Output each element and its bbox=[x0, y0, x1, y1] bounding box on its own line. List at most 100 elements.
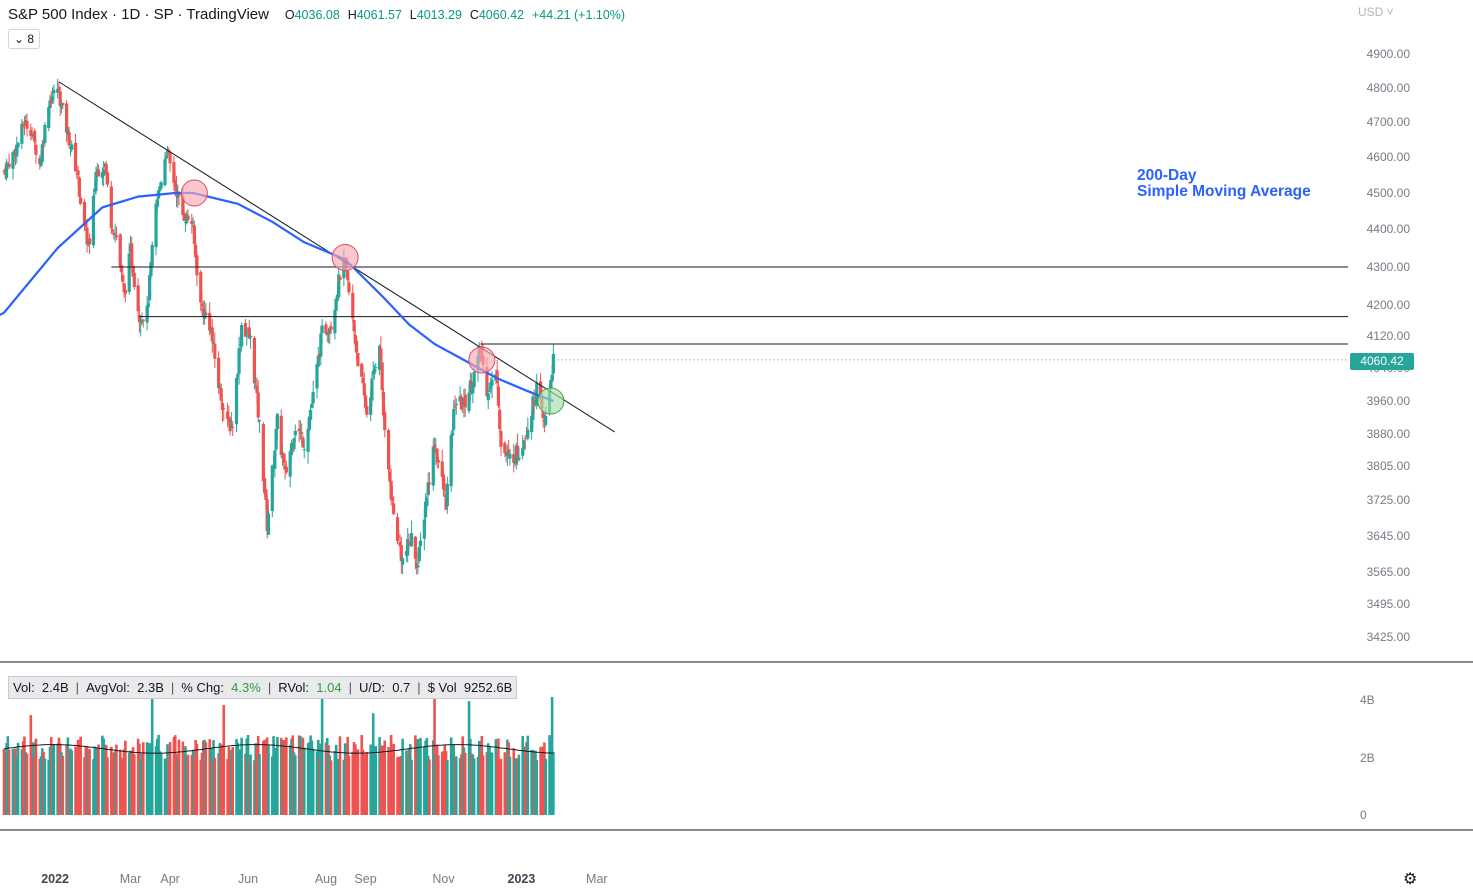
candle bbox=[324, 324, 328, 334]
candle bbox=[190, 220, 194, 224]
candle bbox=[307, 416, 311, 430]
candle bbox=[270, 465, 274, 511]
volume-bar bbox=[150, 695, 154, 815]
candle bbox=[325, 333, 329, 336]
candle bbox=[292, 438, 296, 450]
candle bbox=[220, 403, 225, 410]
candle bbox=[485, 367, 489, 397]
ud-label: U/D: bbox=[358, 680, 385, 695]
close-value: 4060.42 bbox=[478, 8, 525, 22]
candle bbox=[217, 357, 221, 388]
candle bbox=[334, 299, 338, 311]
candle bbox=[137, 315, 142, 323]
indicators-count: 8 bbox=[27, 32, 35, 46]
candle bbox=[374, 367, 378, 369]
candle bbox=[263, 477, 267, 494]
candle bbox=[550, 374, 554, 382]
candle bbox=[15, 144, 19, 157]
candle bbox=[231, 426, 235, 428]
currency-selector[interactable]: USD ˅ bbox=[1358, 5, 1394, 19]
candle bbox=[436, 460, 440, 463]
candle bbox=[424, 501, 428, 518]
volume-bar bbox=[526, 735, 530, 815]
candle bbox=[113, 233, 117, 235]
x-tick-label: Aug bbox=[315, 872, 337, 886]
candle bbox=[52, 89, 56, 94]
gear-icon[interactable]: ⚙ bbox=[1403, 871, 1418, 888]
candle bbox=[383, 411, 387, 431]
sma-annotation-line1: 200-Day bbox=[1137, 167, 1197, 184]
candle bbox=[495, 370, 499, 383]
candle bbox=[352, 320, 356, 332]
candle bbox=[57, 86, 61, 91]
volume-bar bbox=[446, 759, 449, 815]
rvol-label: RVol: bbox=[278, 680, 310, 695]
candle bbox=[544, 416, 548, 425]
symbol-title[interactable]: S&P 500 Index · 1D · SP · TradingView bbox=[8, 6, 269, 23]
x-tick-label: Mar bbox=[586, 872, 608, 886]
volume-bar bbox=[374, 746, 378, 815]
candle bbox=[490, 379, 494, 386]
candle bbox=[454, 403, 458, 406]
volume-bar bbox=[437, 755, 440, 815]
candle bbox=[84, 224, 88, 227]
candle bbox=[39, 158, 43, 166]
candle bbox=[521, 447, 525, 456]
candle bbox=[47, 107, 51, 128]
candle bbox=[105, 172, 110, 185]
vol-value: 2.4B bbox=[41, 680, 69, 695]
sma-annotation-line2: Simple Moving Average bbox=[1137, 183, 1311, 200]
candle bbox=[418, 540, 423, 547]
candle bbox=[425, 497, 429, 507]
volume-bar bbox=[43, 758, 47, 815]
candle bbox=[261, 423, 265, 482]
candle bbox=[248, 335, 253, 338]
volume-bar bbox=[320, 698, 324, 815]
candle bbox=[168, 153, 172, 164]
candle bbox=[365, 405, 369, 415]
candle bbox=[346, 270, 350, 280]
candle bbox=[218, 385, 222, 389]
y-tick-label: 3495.00 bbox=[1367, 597, 1411, 611]
last-price-tag: 4060.42 bbox=[1350, 353, 1414, 370]
close-label: C bbox=[469, 8, 479, 22]
volume-bar bbox=[168, 742, 172, 815]
low-label: L bbox=[409, 8, 417, 22]
candle bbox=[192, 225, 196, 245]
x-tick-label: Jun bbox=[238, 872, 258, 886]
chg-label: % Chg: bbox=[181, 680, 224, 695]
volume-bar bbox=[195, 744, 199, 815]
candle bbox=[204, 312, 208, 316]
candle bbox=[329, 326, 333, 330]
candle bbox=[119, 265, 124, 272]
candle bbox=[301, 437, 305, 448]
candle bbox=[150, 244, 154, 267]
volume-bar bbox=[392, 743, 395, 815]
volume-pane bbox=[2, 695, 555, 815]
candle bbox=[467, 392, 471, 412]
candle bbox=[225, 411, 230, 419]
candle bbox=[275, 413, 280, 430]
candle bbox=[25, 120, 29, 129]
candle bbox=[132, 272, 136, 288]
candle bbox=[347, 282, 351, 293]
candle bbox=[200, 303, 204, 307]
volume-bar bbox=[141, 742, 145, 815]
candle bbox=[76, 170, 80, 176]
volume-bar bbox=[249, 754, 252, 815]
candle bbox=[440, 461, 444, 477]
candle bbox=[523, 438, 527, 440]
marker-circle bbox=[468, 346, 496, 374]
candle bbox=[67, 131, 71, 146]
candle bbox=[395, 517, 400, 542]
candle bbox=[234, 378, 239, 425]
candle bbox=[213, 343, 217, 359]
candle bbox=[441, 474, 446, 490]
candle bbox=[297, 428, 301, 432]
indicators-toggle-button[interactable]: ⌄ 8 bbox=[8, 29, 40, 49]
candle bbox=[498, 409, 502, 429]
volume-bar bbox=[454, 756, 458, 815]
candle bbox=[222, 408, 226, 410]
volume-bar bbox=[544, 758, 548, 815]
